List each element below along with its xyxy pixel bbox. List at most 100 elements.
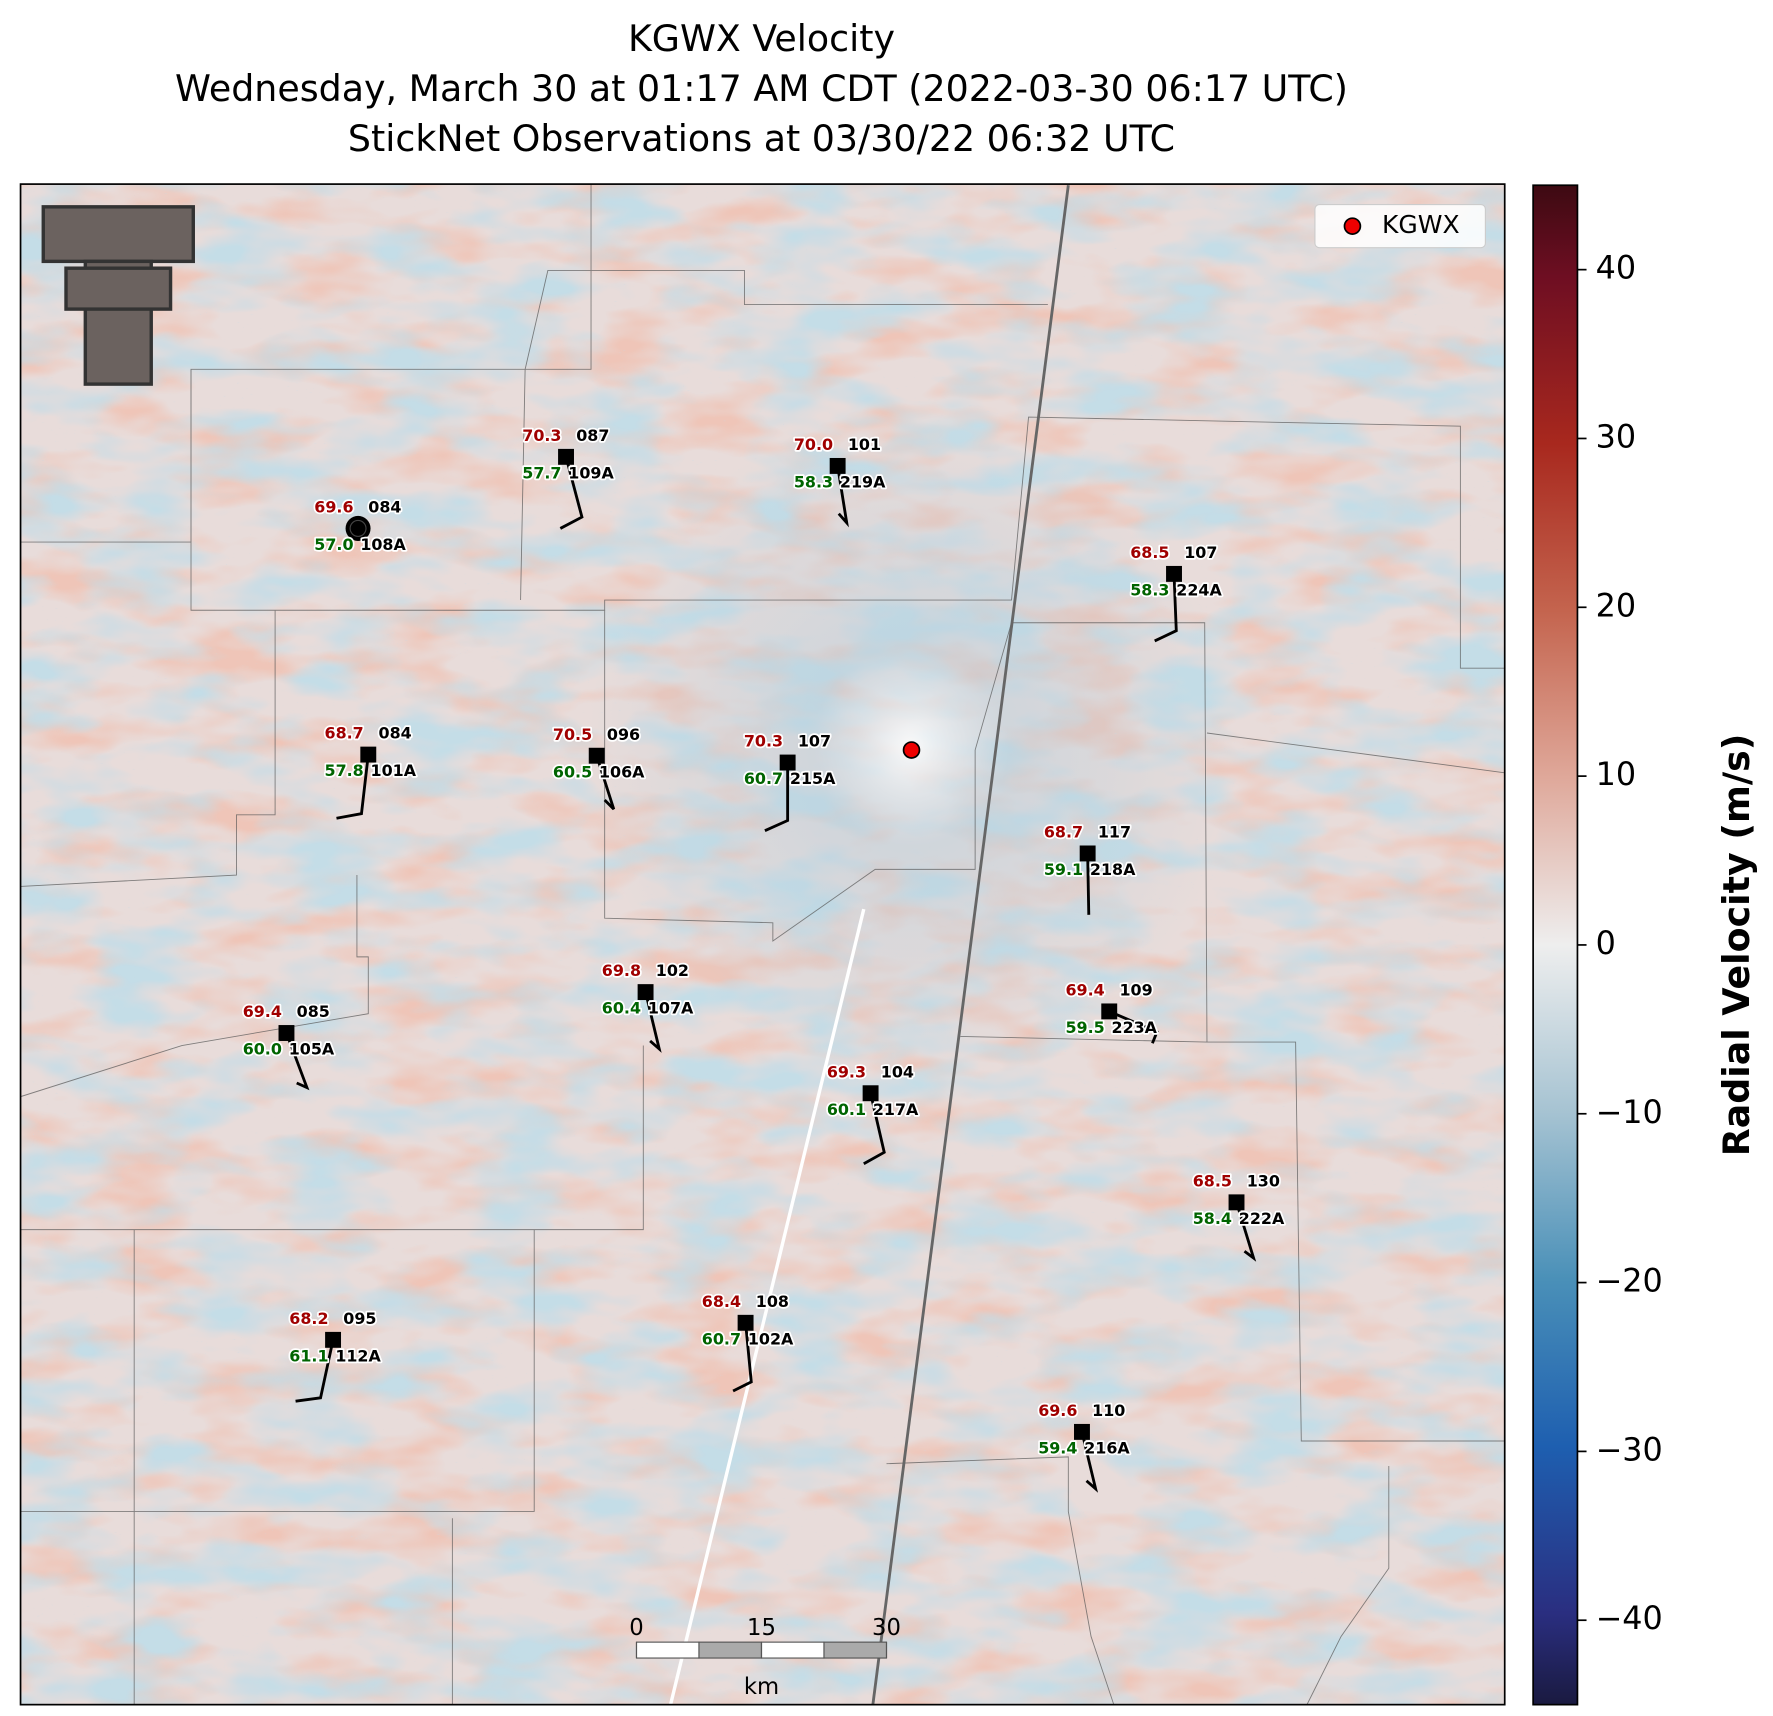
station: 68.7 59.1 117 218A [1042,821,1138,915]
colorbar-scale [1532,184,1579,1706]
temperature: 68.4 [702,1292,741,1311]
station-id: 107 [1184,543,1217,562]
titles: KGWX Velocity Wednesday, March 30 at 01:1… [175,17,1348,160]
scale-bar: 0 15 30 km [629,1615,901,1700]
station-marker [278,1025,295,1041]
station: 69.8 60.4 102 107A [600,959,696,1053]
title-line: KGWX Velocity [628,17,895,60]
station-marker [345,515,371,541]
station-id: 108 [756,1292,789,1311]
temperature: 69.6 [1038,1401,1077,1420]
station-marker [360,746,377,763]
station-marker [325,1331,342,1348]
station-id: 109 [1119,980,1152,999]
temperature: 68.7 [1044,822,1083,841]
wind-barb [863,1092,886,1165]
probe-id: 109A [568,463,614,482]
scale-segment [635,1641,700,1659]
radar-center [20,184,1505,1705]
temperature: 68.7 [325,724,364,743]
station-marker [637,984,654,1001]
station-id: 104 [881,1062,914,1081]
scale-segment [760,1641,825,1659]
dewpoint: 60.5 [553,762,592,781]
dewpoint: 58.3 [1130,580,1169,599]
station-marker [737,1314,754,1331]
station: 69.6 59.4 110 216A [1036,1399,1132,1493]
station: 68.2 61.1 095 112A [288,1307,383,1403]
probe-id: 106A [599,762,645,781]
station-id: 096 [607,725,640,744]
colorbar-tick-label: −30 [1596,1430,1663,1468]
dewpoint: 60.0 [243,1040,282,1059]
probe-id: 224A [1176,580,1222,599]
dewpoint: 60.7 [744,769,783,788]
station: 68.4 60.7 108 102A [700,1290,796,1393]
probe-id: 112A [335,1346,381,1365]
temperature: 70.5 [553,725,592,744]
colorbar-tick-label: 0 [1596,924,1616,962]
legend-label: KGWX [1382,210,1460,239]
station-marker [1101,1003,1118,1020]
wind-barb [764,762,790,833]
wind-barb [295,1339,335,1403]
wind-barb [559,456,584,530]
station-id: 084 [379,724,412,743]
map-frame [19,183,1506,1706]
probe-id: 102A [748,1329,794,1348]
temperature: 69.6 [314,497,353,516]
wind-barb [336,754,370,820]
stations: 69.6 57.0 084 108A 70.3 57.7 087 109A 70.0 58.3 10… [241,424,1287,1493]
probe-id: 107A [648,999,694,1018]
station: 69.4 60.0 085 105A [241,1000,337,1091]
temperature: 70.3 [744,732,783,751]
wind-barb [732,1322,753,1393]
temperature: 69.8 [602,961,641,980]
dewpoint: 58.4 [1193,1209,1232,1228]
station-id: 107 [798,732,831,751]
station-marker [1074,1423,1090,1440]
probe-id: 108A [360,535,406,554]
colorbar-tick-label: 30 [1596,417,1636,455]
wind-barb [1235,1201,1257,1262]
county-lines [20,184,1505,1705]
colorbar-tick-label: 10 [1596,755,1636,793]
colorbar-label: Radial Velocity (m/s) [1715,734,1758,1157]
legend-frame [1314,203,1486,249]
station-id: 117 [1098,822,1131,841]
colorbar-tick-label: −20 [1596,1262,1663,1300]
station-marker [862,1085,879,1102]
temperature: 69.4 [1065,980,1104,999]
station: 69.3 60.1 104 217A [825,1061,921,1165]
wind-barb [1108,1010,1159,1044]
probe-id: 101A [371,761,417,780]
dewpoint: 59.4 [1038,1438,1077,1457]
wind-barb [644,991,662,1053]
legend: KGWX [1314,203,1486,249]
scale-segment [823,1641,888,1659]
colorbar-tick-label: 40 [1596,249,1636,287]
scale-segment [698,1641,763,1659]
temperature: 70.0 [794,435,833,454]
radar-site [902,741,921,759]
probe-id: 216A [1084,1438,1130,1457]
colorbar-tick-label: −40 [1596,1599,1663,1637]
dewpoint: 59.5 [1065,1018,1104,1037]
station-marker [1228,1194,1245,1211]
station-id: 087 [576,426,609,445]
wind-barb [836,465,849,528]
calm-ring [349,519,367,537]
temperature: 69.4 [243,1002,282,1021]
station: 70.0 58.3 101 219A [792,433,888,528]
probe-id: 222A [1239,1209,1285,1228]
station-id: 084 [368,497,401,516]
highway [668,908,866,1705]
station: 68.5 58.4 130 222A [1191,1170,1287,1262]
station-id: 101 [848,435,881,454]
station-id: 110 [1092,1401,1125,1420]
probe-id: 105A [289,1040,335,1059]
probe-id: 219A [840,472,886,491]
colorbar-tick-label: −10 [1596,1093,1663,1131]
